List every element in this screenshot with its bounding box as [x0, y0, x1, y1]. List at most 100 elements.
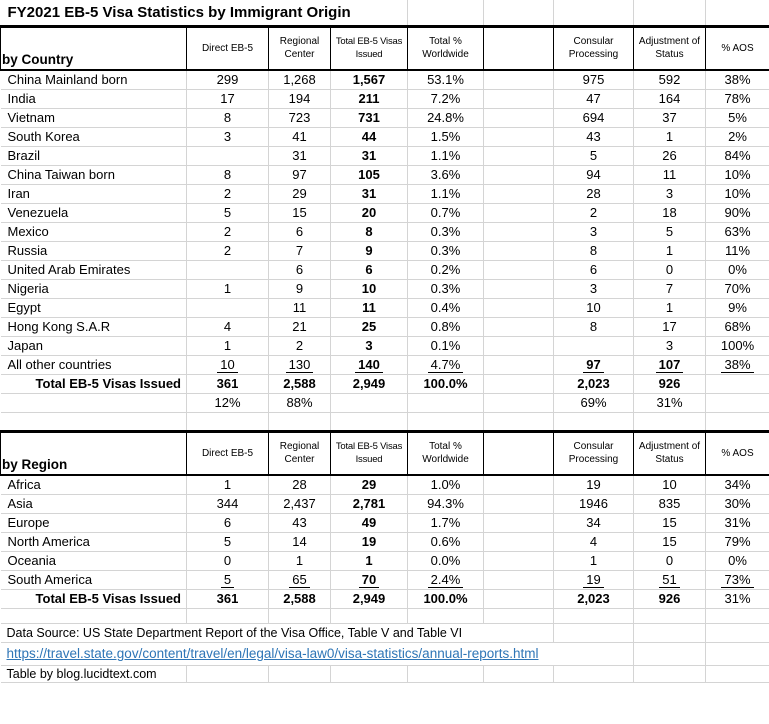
cell: 31: [330, 184, 408, 204]
cell: 211: [330, 89, 408, 109]
cell: 694: [553, 108, 634, 128]
total-cell: [705, 374, 769, 394]
cell: 68%: [705, 317, 769, 337]
cell: [483, 355, 554, 375]
empty-cell: [553, 0, 634, 28]
column-header: Direct EB-5: [186, 429, 269, 476]
row-label: India: [0, 89, 187, 109]
total-cell: 926: [633, 374, 706, 394]
cell: 6: [268, 222, 331, 242]
total-label: Total EB-5 Visas Issued: [0, 374, 187, 394]
cell: 11: [330, 298, 408, 318]
cell: 3.6%: [407, 165, 484, 185]
row-label: Mexico: [0, 222, 187, 242]
table-row: China Taiwan born 8 97 105 3.6% 94 11 10%: [0, 165, 769, 185]
cell: 21: [268, 317, 331, 337]
cell: 94.3%: [407, 494, 484, 514]
cell: [483, 184, 554, 204]
source-link[interactable]: https://travel.state.gov/content/travel/…: [6, 646, 539, 661]
column-header: Total EB-5 Visas Issued: [330, 25, 408, 71]
cell: 28: [268, 475, 331, 495]
table-row: Asia 344 2,437 2,781 94.3% 1946 835 30%: [0, 494, 769, 514]
cell: 0.0%: [407, 551, 484, 571]
empty-cell: [705, 608, 769, 624]
cell: 31%: [705, 513, 769, 533]
cell: [483, 260, 554, 280]
cell: 44: [330, 127, 408, 147]
table-row: Nigeria 1 9 10 0.3% 3 7 70%: [0, 279, 769, 299]
cell: 3: [553, 279, 634, 299]
total-cell: 2,949: [330, 374, 408, 394]
cell: [483, 532, 554, 552]
cell: 15: [268, 203, 331, 223]
row-label: Africa: [0, 475, 187, 495]
table-row: India 17 194 211 7.2% 47 164 78%: [0, 89, 769, 109]
table-row: Vietnam 8 723 731 24.8% 694 37 5%: [0, 108, 769, 128]
empty-cell: [705, 623, 769, 643]
cell: 3: [186, 127, 269, 147]
cell: [483, 475, 554, 495]
row-label: Asia: [0, 494, 187, 514]
cell: 5: [186, 203, 269, 223]
empty-cell: [633, 642, 706, 666]
empty-cell: [633, 623, 706, 643]
cell: 2.4%: [407, 570, 484, 590]
cell: 1.1%: [407, 146, 484, 166]
cell: 7.2%: [407, 89, 484, 109]
row-label: Venezuela: [0, 203, 187, 223]
cell: 1: [268, 551, 331, 571]
cell: 0.1%: [407, 336, 484, 356]
cell: 100%: [705, 336, 769, 356]
total-cell: 2,023: [553, 374, 634, 394]
total-cell: [483, 589, 554, 609]
cell: 0.2%: [407, 260, 484, 280]
cell: 29: [330, 475, 408, 495]
table-row: Venezuela 5 15 20 0.7% 2 18 90%: [0, 203, 769, 223]
cell: 3: [633, 184, 706, 204]
cell: 2: [186, 222, 269, 242]
cell: 70: [330, 570, 408, 590]
percent-cell: 69%: [553, 393, 634, 413]
column-header: Direct EB-5: [186, 25, 269, 71]
cell: [483, 146, 554, 166]
cell: 1: [633, 127, 706, 147]
header-row: by Country Direct EB-5 Regional Center Total…: [0, 25, 769, 71]
cell: 0.3%: [407, 222, 484, 242]
empty-cell: [483, 412, 554, 432]
cell: 11: [633, 165, 706, 185]
table-row: United Arab Emirates 6 6 0.2% 6 0 0%: [0, 260, 769, 280]
cell: 15: [633, 513, 706, 533]
cell: 723: [268, 108, 331, 128]
cell: 84%: [705, 146, 769, 166]
table-row: Oceania 0 1 1 0.0% 1 0 0%: [0, 551, 769, 571]
cell: [483, 494, 554, 514]
cell: 43: [268, 513, 331, 533]
cell: 164: [633, 89, 706, 109]
cell: [186, 298, 269, 318]
link-cell: https://travel.state.gov/content/travel/…: [0, 642, 634, 666]
cell: 2: [553, 203, 634, 223]
cell: 41: [268, 127, 331, 147]
cell: 1,567: [330, 70, 408, 90]
percent-cell: [407, 393, 484, 413]
cell: 4: [186, 317, 269, 337]
percent-cell: 12%: [186, 393, 269, 413]
column-header: Total % Worldwide: [407, 25, 484, 71]
cell: 299: [186, 70, 269, 90]
total-cell: [483, 374, 554, 394]
total-row: Total EB-5 Visas Issued 361 2,588 2,949 100.…: [0, 374, 769, 394]
cell: 2: [186, 241, 269, 261]
cell: 8: [553, 241, 634, 261]
cell: 344: [186, 494, 269, 514]
percent-cell: [705, 393, 769, 413]
title-section: FY2021 EB-5 Visa Statistics by Immigrant…: [0, 0, 769, 28]
table-row: South Korea 3 41 44 1.5% 43 1 2%: [0, 127, 769, 147]
row-label: Oceania: [0, 551, 187, 571]
row-label: Iran: [0, 184, 187, 204]
cell: 1,268: [268, 70, 331, 90]
column-header: % AOS: [705, 429, 769, 476]
column-header: [483, 25, 554, 71]
cell: [186, 146, 269, 166]
cell: 1: [186, 475, 269, 495]
cell: 31: [330, 146, 408, 166]
